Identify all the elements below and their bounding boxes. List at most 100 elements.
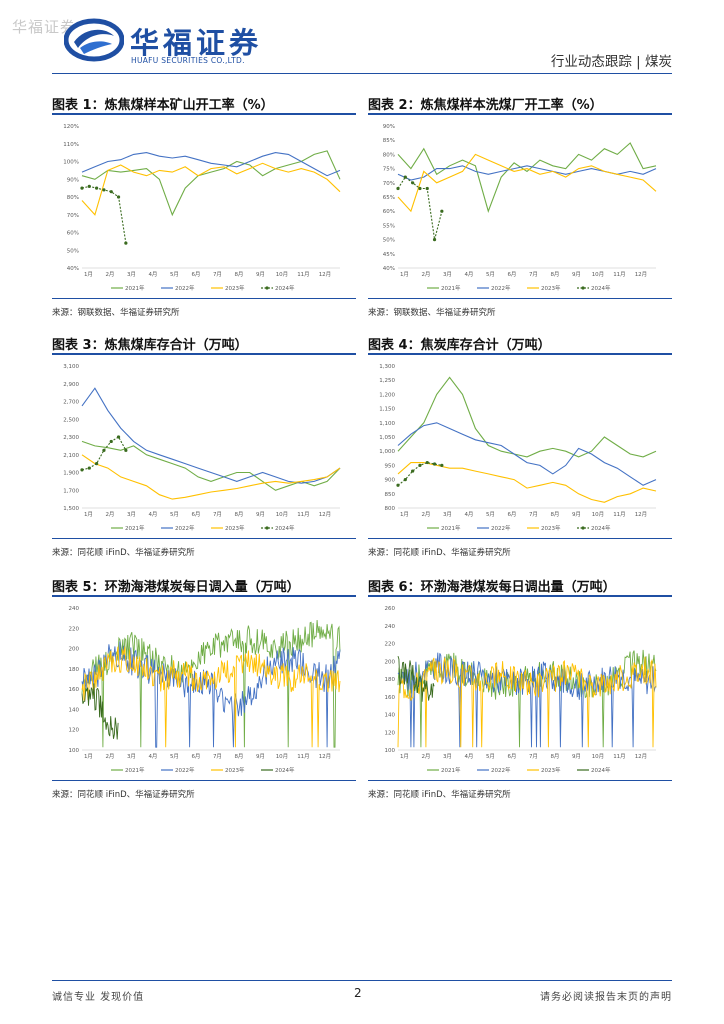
data-point-2024 — [425, 186, 429, 191]
data-point-2024 — [432, 462, 437, 466]
series-line-2023年 — [397, 153, 657, 213]
figure-source: 来源：同花顺 iFinD、华福证券研究所 — [368, 790, 511, 800]
x-tick-label: 7月 — [213, 511, 222, 518]
y-tick-label: 240 — [69, 606, 80, 612]
series-line-2021年 — [397, 142, 657, 213]
y-tick-label: 110% — [63, 142, 79, 148]
legend-label: 2023年 — [541, 524, 561, 532]
y-tick-label: 220 — [385, 642, 396, 648]
report-type: 行业动态跟踪 | 煤炭 — [550, 54, 672, 70]
legend-label: 2024年 — [591, 524, 611, 532]
legend-label: 2022年 — [175, 524, 195, 532]
series-line-2024年 — [81, 436, 127, 471]
y-tick-label: 140 — [69, 707, 80, 713]
x-tick-label: 9月 — [572, 511, 581, 518]
y-tick-label: 40% — [383, 266, 395, 272]
legend-label: 2024年 — [275, 284, 295, 292]
y-tick-label: 200 — [385, 659, 396, 665]
logo-text-en: HUAFU SECURITIES CO.,LTD. — [131, 56, 245, 65]
watermark: 华福证券 — [12, 18, 77, 36]
x-tick-label: 12月 — [319, 753, 332, 760]
x-tick-label: 6月 — [191, 753, 200, 760]
x-tick-label: 5月 — [170, 753, 179, 760]
legend-marker — [581, 526, 585, 530]
data-point-2024 — [80, 186, 84, 190]
footer-slogan: 诚信专业 发现价值 — [52, 992, 145, 1003]
series-line-2022年 — [397, 652, 657, 748]
x-tick-label: 8月 — [550, 753, 559, 760]
x-tick-label: 2月 — [421, 753, 430, 760]
y-tick-label: 40% — [67, 266, 79, 272]
chart-1: 40% 50% 60% 70% 80% 90% 100% 110% 120% 1月 2月 3月 4月 5月… — [63, 124, 341, 292]
x-tick-label: 10月 — [276, 753, 289, 760]
y-tick-label: 60% — [67, 231, 79, 237]
x-tick-label: 10月 — [276, 511, 289, 518]
series-line-2023年 — [81, 162, 341, 216]
data-point-2024 — [425, 460, 429, 465]
x-tick-label: 12月 — [635, 271, 648, 278]
x-tick-label: 2月 — [421, 511, 430, 518]
data-point-2024 — [95, 186, 99, 190]
series-line-2023年 — [397, 656, 657, 748]
series-line-2021年 — [81, 619, 341, 748]
y-tick-label: 1,900 — [63, 471, 79, 477]
data-point-2024 — [411, 469, 415, 473]
x-tick-label: 4月 — [148, 753, 157, 760]
chart-6: 100 120 140 160 180 200 220 240 260 1月 2月 3月 4月 5月 6月 7… — [385, 606, 657, 774]
y-tick-label: 2,700 — [63, 400, 79, 406]
y-tick-label: 85% — [383, 138, 395, 144]
legend-marker — [581, 286, 585, 290]
y-tick-label: 1,000 — [379, 449, 395, 455]
x-tick-label: 7月 — [213, 753, 222, 760]
figure-source: 来源：同花顺 iFinD、华福证券研究所 — [52, 548, 195, 558]
x-tick-label: 11月 — [297, 753, 310, 760]
data-point-2024 — [124, 241, 128, 245]
y-tick-label: 45% — [383, 252, 395, 258]
x-tick-label: 4月 — [464, 271, 473, 278]
figure-title: 图表 3：炼焦煤库存合计（万吨） — [52, 338, 248, 353]
y-tick-label: 1,250 — [379, 378, 395, 384]
series-line-2022年 — [81, 152, 341, 177]
y-tick-label: 240 — [385, 624, 396, 630]
y-tick-label: 50% — [67, 248, 79, 254]
y-tick-label: 65% — [383, 195, 395, 201]
figure-title: 图表 1：炼焦煤样本矿山开工率（%） — [52, 98, 274, 113]
source-divider — [52, 780, 356, 781]
x-tick-label: 11月 — [297, 271, 310, 278]
y-tick-label: 75% — [383, 167, 395, 173]
source-divider — [52, 298, 356, 299]
x-tick-label: 1月 — [84, 271, 93, 278]
x-tick-label: 3月 — [127, 271, 136, 278]
series-line-2023年 — [81, 646, 341, 748]
data-point-2024 — [411, 181, 415, 185]
x-tick-label: 1月 — [400, 753, 409, 760]
y-tick-label: 1,100 — [379, 421, 395, 427]
footer-disclaimer: 请务必阅读报告末页的声明 — [540, 992, 672, 1003]
legend-label: 2021年 — [125, 284, 145, 292]
source-divider — [368, 298, 672, 299]
y-tick-label: 80% — [67, 195, 79, 201]
series-line-2021年 — [81, 150, 341, 217]
y-tick-label: 220 — [69, 626, 80, 632]
x-tick-label: 11月 — [297, 511, 310, 518]
x-tick-label: 5月 — [170, 511, 179, 518]
legend-label: 2021年 — [441, 524, 461, 532]
legend-label: 2022年 — [491, 524, 511, 532]
data-point-2024 — [440, 209, 444, 213]
legend-label: 2024年 — [275, 766, 295, 774]
y-tick-label: 120 — [69, 728, 80, 734]
data-point-2024 — [116, 435, 121, 439]
x-tick-label: 5月 — [486, 753, 495, 760]
series-line-2022年 — [81, 387, 341, 484]
legend-label: 2022年 — [175, 766, 195, 774]
figure-title-divider — [368, 595, 672, 597]
y-tick-label: 120 — [385, 730, 396, 736]
data-point-2024 — [418, 463, 422, 467]
source-divider — [368, 538, 672, 539]
source-divider — [368, 780, 672, 781]
x-tick-label: 4月 — [148, 511, 157, 518]
data-point-2024 — [80, 468, 84, 472]
figure-title-divider — [52, 353, 356, 355]
figure-title: 图表 6：环渤海港煤炭每日调出量（万吨） — [368, 580, 616, 595]
figure-source: 来源：同花顺 iFinD、华福证券研究所 — [52, 790, 195, 800]
